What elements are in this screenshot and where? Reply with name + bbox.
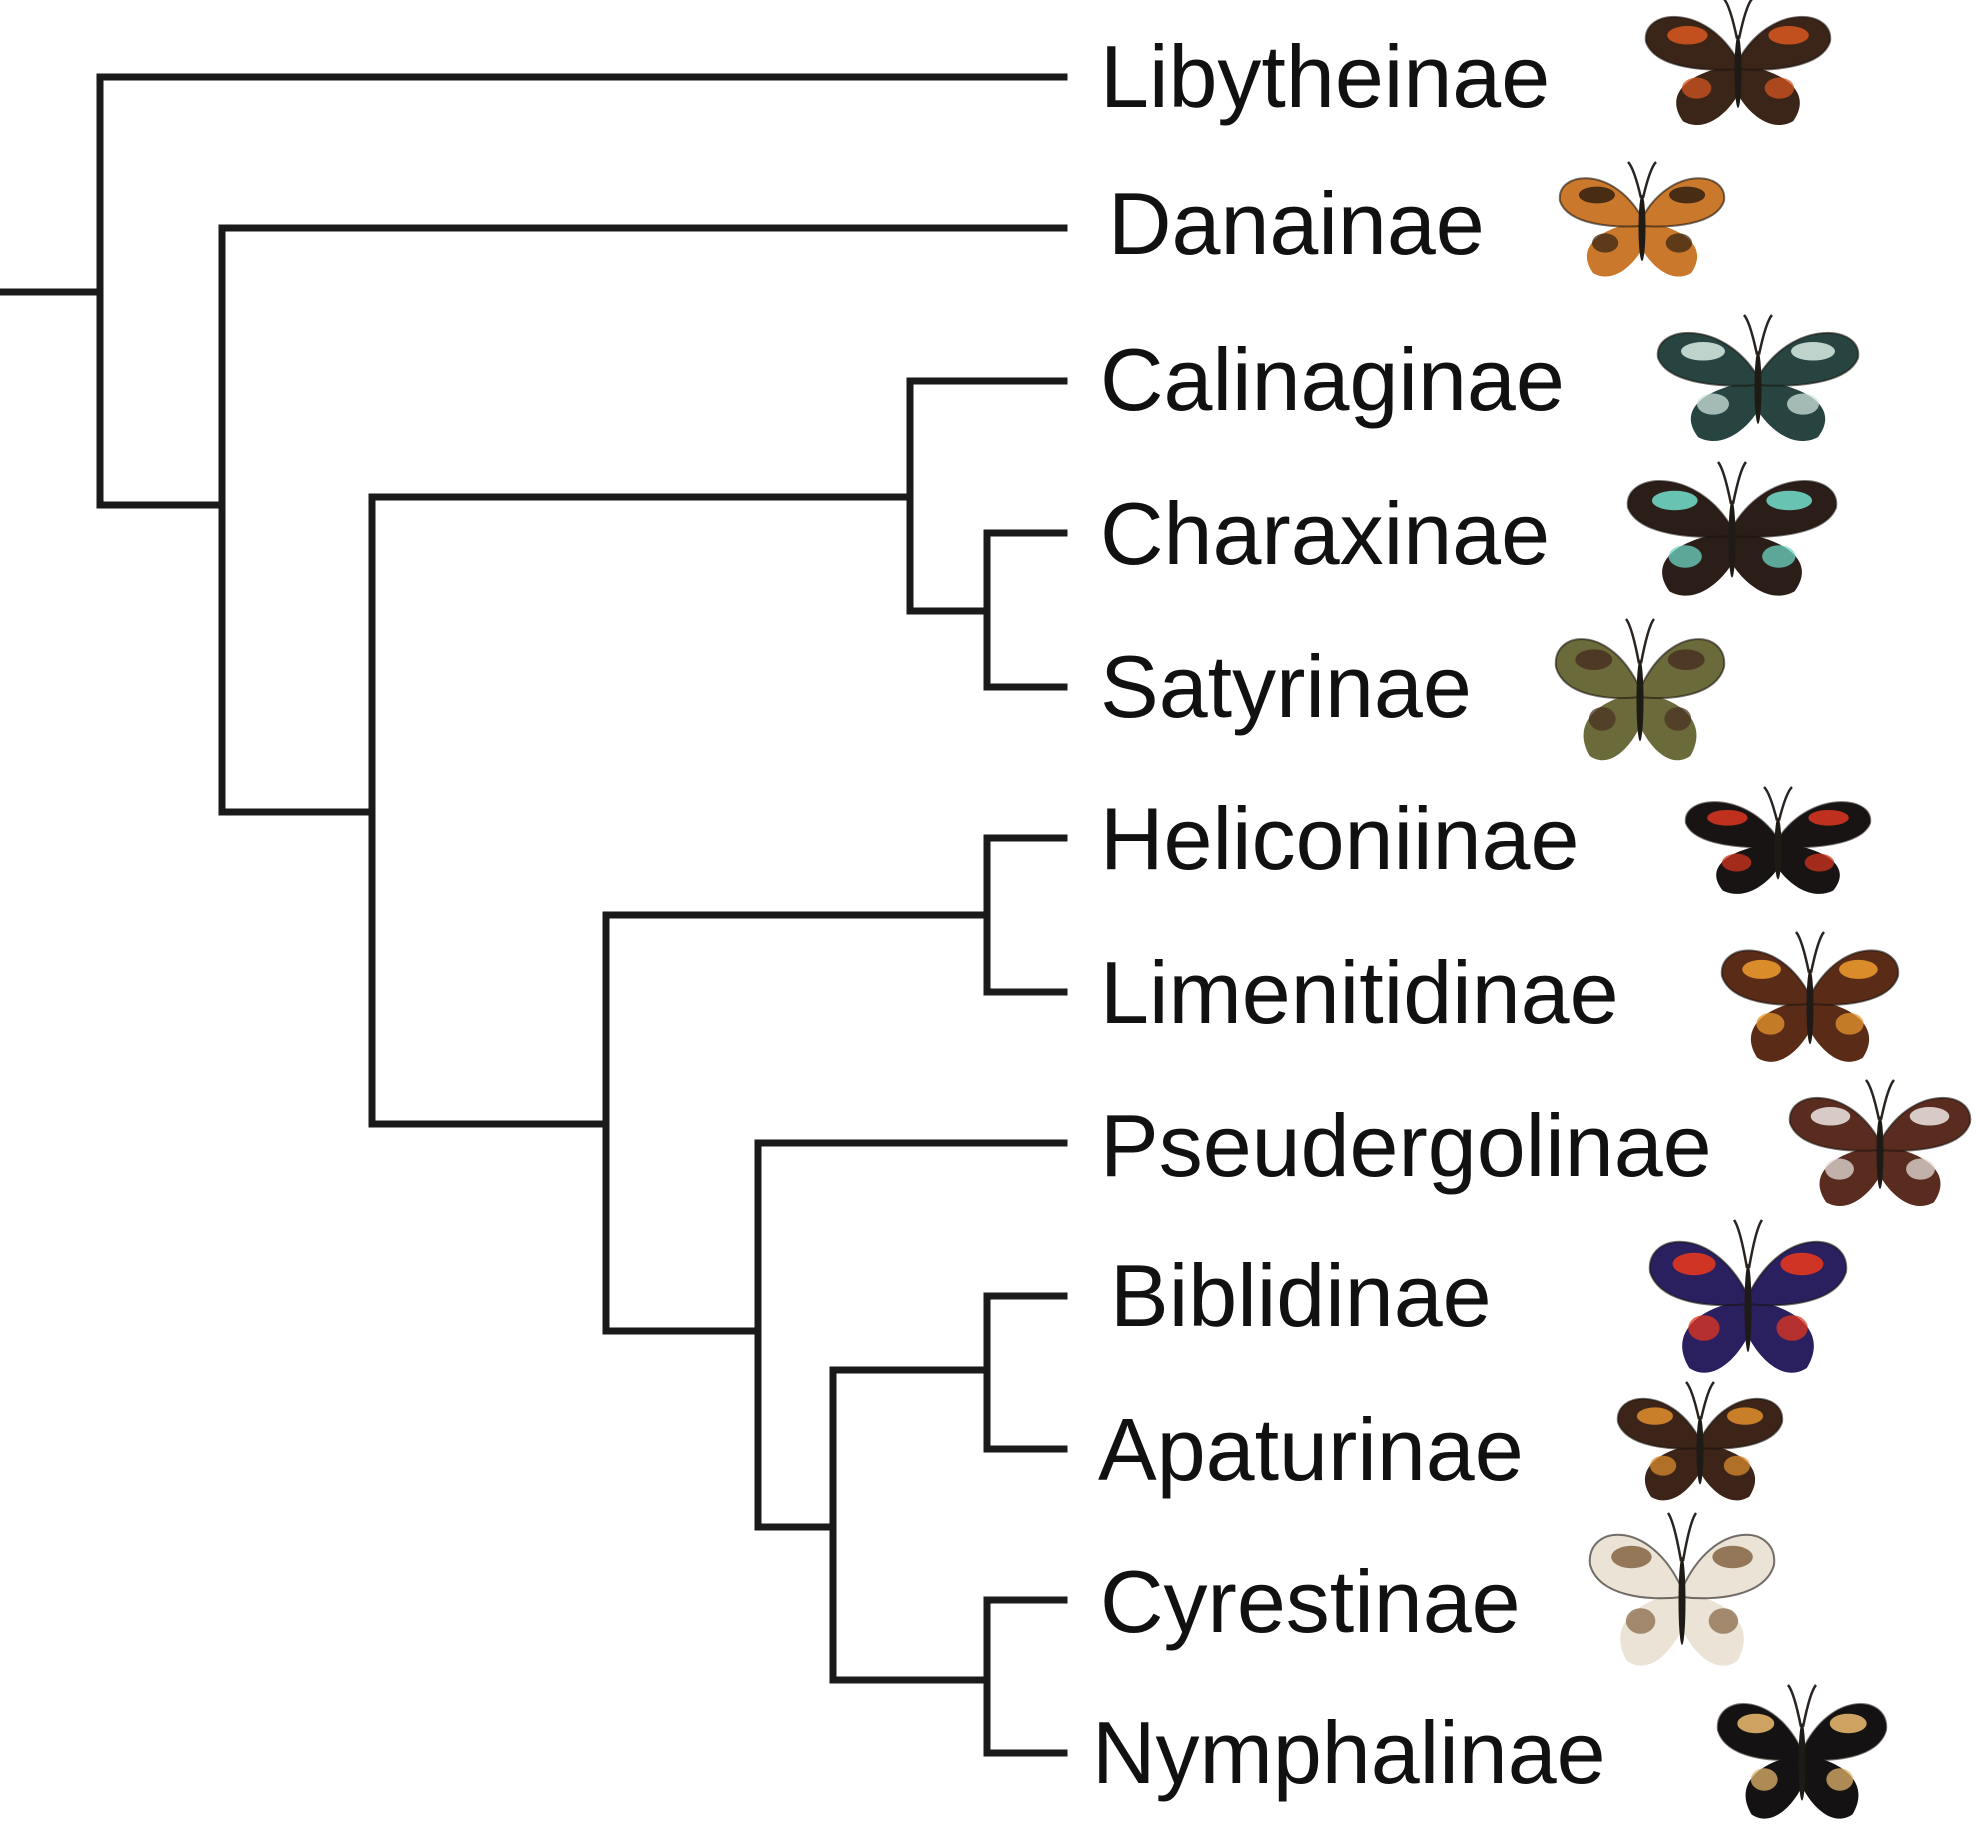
taxon-label-limenitidinae: Limenitidinae	[1100, 943, 1619, 1042]
butterfly-danainae-icon	[1558, 161, 1726, 277]
butterfly-calinaginae-icon	[1656, 314, 1860, 442]
tree-branches	[0, 73, 1068, 1757]
butterfly-apaturinae-icon	[1616, 1381, 1784, 1501]
taxon-label-heliconiinae: Heliconiinae	[1100, 789, 1579, 888]
taxon-label-cyrestinae: Cyrestinae	[1100, 1552, 1521, 1651]
butterfly-satyrinae-icon	[1554, 618, 1726, 761]
taxon-label-nymphalinae: Nymphalinae	[1092, 1703, 1606, 1802]
butterfly-biblidinae-icon	[1648, 1219, 1848, 1373]
butterfly-heliconiinae-icon	[1684, 786, 1872, 894]
taxon-labels: Libytheinae Danainae Calinaginae Charaxi…	[1092, 27, 1712, 1802]
taxon-label-danainae: Danainae	[1108, 174, 1485, 273]
taxon-label-satyrinae: Satyrinae	[1100, 637, 1472, 736]
taxon-label-libytheinae: Libytheinae	[1100, 27, 1550, 126]
butterfly-cyrestinae-icon	[1588, 1512, 1776, 1666]
taxon-label-apaturinae: Apaturinae	[1098, 1400, 1524, 1499]
butterfly-pseudergolinae-icon	[1788, 1079, 1972, 1207]
taxon-label-pseudergolinae: Pseudergolinae	[1100, 1096, 1712, 1195]
butterfly-images	[1554, 0, 1972, 1819]
butterfly-libytheinae-icon	[1644, 0, 1832, 126]
taxon-label-biblidinae: Biblidinae	[1110, 1246, 1492, 1345]
taxon-label-calinaginae: Calinaginae	[1100, 330, 1565, 429]
taxon-label-charaxinae: Charaxinae	[1100, 484, 1550, 583]
butterfly-nymphalinae-icon	[1716, 1684, 1888, 1819]
butterfly-limenitidinae-icon	[1720, 931, 1900, 1062]
butterfly-charaxinae-icon	[1626, 461, 1838, 596]
